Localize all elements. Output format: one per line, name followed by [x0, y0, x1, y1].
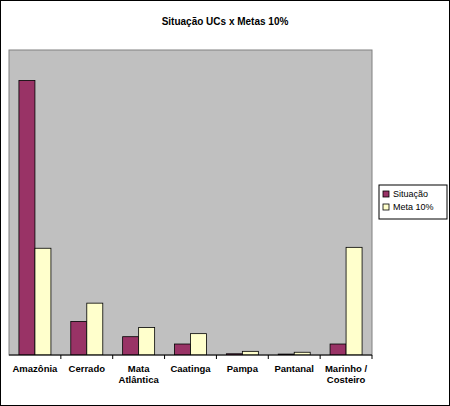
x-label-line: Cerrado [69, 363, 106, 374]
legend-label: Meta 10% [393, 202, 434, 212]
x-label-line: Caatinga [170, 363, 211, 374]
x-tick [112, 355, 113, 359]
x-tick [268, 355, 269, 359]
bar [175, 344, 191, 355]
x-label-line: Marinho / [325, 363, 368, 374]
bar [123, 337, 139, 355]
bar [191, 334, 207, 355]
x-label-line: Costeiro [327, 374, 366, 385]
x-label-line: Pantanal [274, 363, 314, 374]
x-label: Marinho /Costeiro [325, 363, 368, 385]
x-label: Cerrado [69, 363, 106, 374]
x-label-line: Pampa [227, 363, 259, 374]
x-tick [164, 355, 165, 359]
x-label: MataAtlântica [119, 363, 160, 385]
bar [71, 321, 87, 355]
x-label: Pampa [227, 363, 259, 374]
x-axis [9, 355, 372, 356]
legend-swatch [383, 204, 389, 210]
bar [346, 247, 362, 355]
bar [242, 351, 258, 355]
bar [330, 344, 346, 355]
legend [379, 185, 447, 219]
x-tick [216, 355, 217, 359]
x-label-line: Amazônia [12, 363, 58, 374]
x-tick [372, 355, 373, 359]
x-label-line: Mata [128, 363, 150, 374]
bar [87, 303, 103, 355]
bar [35, 248, 51, 355]
bars [19, 81, 362, 356]
x-tick [60, 355, 61, 359]
legend-label: Situação [393, 189, 428, 199]
x-label-line: Atlântica [119, 374, 160, 385]
plot-area [9, 50, 372, 355]
x-label: Amazônia [12, 363, 58, 374]
title: Situação UCs x Metas 10% [162, 16, 289, 27]
x-label: Pantanal [274, 363, 314, 374]
bar [139, 328, 155, 355]
legend-swatch [383, 191, 389, 197]
bar [19, 81, 35, 356]
chart-frame [1, 1, 450, 406]
x-label: Caatinga [170, 363, 211, 374]
x-tick [320, 355, 321, 359]
